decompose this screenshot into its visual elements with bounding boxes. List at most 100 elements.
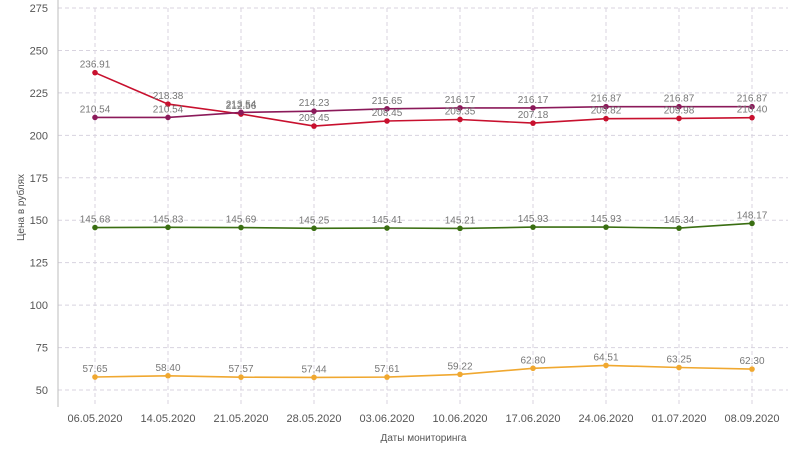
y-tick-label: 200 xyxy=(30,130,48,142)
data-point xyxy=(457,105,463,111)
data-point xyxy=(384,105,390,112)
data-label: 209.35 xyxy=(445,106,476,117)
data-point xyxy=(311,374,317,381)
data-label: 145.41 xyxy=(372,215,403,226)
data-point xyxy=(92,114,98,121)
data-point xyxy=(384,118,390,124)
data-point xyxy=(530,224,536,230)
data-label: 216.87 xyxy=(737,94,768,105)
data-label: 216.87 xyxy=(591,94,622,105)
data-label: 215.65 xyxy=(372,96,403,107)
data-point xyxy=(530,365,536,372)
data-point xyxy=(92,69,98,76)
data-point xyxy=(457,225,463,232)
x-tick-label: 01.07.2020 xyxy=(651,413,706,425)
data-point xyxy=(238,224,244,231)
data-label: 145.25 xyxy=(299,215,330,226)
data-label: 209.82 xyxy=(591,106,622,117)
data-label: 216.17 xyxy=(445,95,476,106)
data-point xyxy=(749,103,755,110)
data-label: 214.23 xyxy=(299,98,330,109)
y-tick-label: 250 xyxy=(30,45,48,57)
y-tick-label: 275 xyxy=(30,3,48,15)
data-point xyxy=(311,123,317,129)
data-point xyxy=(165,224,171,231)
data-point xyxy=(238,374,244,380)
x-tick-label: 14.05.2020 xyxy=(140,413,195,425)
grid xyxy=(58,7,788,407)
series xyxy=(92,69,755,381)
data-label: 216.87 xyxy=(664,94,695,105)
x-tick-label: 03.06.2020 xyxy=(359,413,414,425)
data-point xyxy=(165,114,171,121)
data-point xyxy=(311,108,317,114)
data-label: 205.45 xyxy=(299,113,330,124)
data-point xyxy=(384,374,390,380)
data-point xyxy=(676,225,682,231)
data-label: 58.40 xyxy=(155,363,180,374)
x-tick-label: 08.09.2020 xyxy=(724,413,779,425)
data-label: 145.93 xyxy=(518,214,549,225)
series-line-4 xyxy=(94,364,753,379)
data-point xyxy=(603,362,609,369)
data-label: 63.25 xyxy=(666,355,691,366)
y-tick-label: 225 xyxy=(30,88,48,100)
data-point xyxy=(530,105,536,111)
y-tick-label: 175 xyxy=(30,173,48,185)
series-line-1 xyxy=(94,71,753,127)
data-label: 148.17 xyxy=(737,210,768,221)
data-label: 213.54 xyxy=(226,99,257,110)
data-point xyxy=(749,220,755,227)
data-point xyxy=(603,103,609,110)
data-label: 64.51 xyxy=(593,352,618,363)
series-line-2 xyxy=(95,105,752,119)
data-label: 57.65 xyxy=(82,364,107,375)
data-label: 145.68 xyxy=(80,215,111,226)
data-point xyxy=(749,366,755,372)
y-tick-label: 100 xyxy=(30,300,48,312)
data-label: 210.54 xyxy=(153,104,184,115)
data-point xyxy=(603,224,609,230)
data-label: 210.40 xyxy=(737,105,768,116)
data-label: 208.45 xyxy=(372,108,403,119)
series-line-3 xyxy=(94,222,753,230)
y-tick-label: 150 xyxy=(30,215,48,227)
data-label: 57.57 xyxy=(228,364,253,375)
data-point xyxy=(92,374,98,380)
data-label: 145.21 xyxy=(445,215,476,226)
data-label: 62.30 xyxy=(739,356,764,367)
data-point xyxy=(676,364,682,371)
data-point xyxy=(530,120,536,126)
y-tick-label: 75 xyxy=(36,343,48,355)
x-tick-label: 10.06.2020 xyxy=(432,413,487,425)
data-point xyxy=(92,224,98,231)
x-tick-label: 24.06.2020 xyxy=(578,413,633,425)
x-tick-label: 21.05.2020 xyxy=(213,413,268,425)
data-label: 57.44 xyxy=(301,364,326,375)
data-point xyxy=(165,372,171,379)
data-labels: 236.91 218.38 212.56 205.45 208.45 209.35 207.… xyxy=(80,60,768,376)
data-label: 210.54 xyxy=(80,104,111,115)
data-label: 145.93 xyxy=(591,214,622,225)
data-label: 57.61 xyxy=(374,364,399,375)
data-point xyxy=(457,116,463,123)
data-point xyxy=(676,115,682,122)
data-label: 212.56 xyxy=(226,101,257,112)
data-point xyxy=(676,103,682,110)
x-axis-title: Даты мониторинга xyxy=(381,433,467,444)
data-label: 207.18 xyxy=(518,110,549,121)
data-label: 209.98 xyxy=(664,105,695,116)
axes: 50 75 100 125 150 175 200 225 250 275 06.05.2020 14… xyxy=(30,0,780,425)
data-point xyxy=(384,225,390,231)
y-tick-label: 125 xyxy=(30,258,48,270)
x-tick-label: 06.05.2020 xyxy=(67,413,122,425)
data-label: 145.69 xyxy=(226,215,257,226)
y-axis-title: Цена в рублях xyxy=(15,174,27,241)
data-point xyxy=(311,225,317,232)
data-label: 145.34 xyxy=(664,215,695,226)
x-tick-label: 17.06.2020 xyxy=(505,413,560,425)
x-tick-label: 28.05.2020 xyxy=(286,413,341,425)
data-label: 59.22 xyxy=(447,361,472,372)
data-label: 218.38 xyxy=(153,91,184,102)
